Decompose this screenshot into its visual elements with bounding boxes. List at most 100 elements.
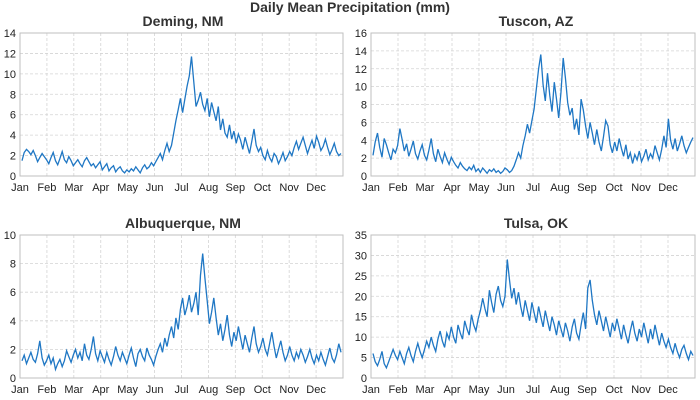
y-tick-label: 2 [361, 153, 367, 165]
month-label-oct: Oct [254, 384, 271, 396]
month-label-dec: Dec [306, 182, 326, 194]
y-tick-label: 12 [4, 48, 16, 60]
y-tick-label: 12 [355, 64, 367, 76]
y-tick-label: 2 [10, 151, 16, 163]
plot-area-tuscon [370, 32, 696, 177]
y-tick-label: 30 [355, 250, 367, 262]
precip-line-tuscon [372, 54, 694, 175]
month-label-jul: Jul [174, 182, 188, 194]
month-label-feb: Feb [389, 182, 408, 194]
y-tick-label: 8 [10, 259, 16, 271]
y-tick-label: 5 [361, 353, 367, 365]
month-label-jul: Jul [526, 384, 540, 396]
month-label-nov: Nov [279, 384, 299, 396]
y-tick-label: 10 [355, 82, 367, 94]
month-label-jun: Jun [497, 182, 515, 194]
month-label-apr: Apr [92, 384, 109, 396]
plot-area-tulsa [370, 234, 696, 379]
y-tick-label: 14 [355, 46, 367, 58]
month-label-aug: Aug [199, 182, 219, 194]
x-tick-labels-albuquerque: Jan Feb Mar Apr May Jun Jul Aug Sep Oct Nov Dec [11, 384, 326, 396]
chart-tulsa: Tulsa, OK 0 5 10 15 20 25 30 35 Jan Feb Mar Apr May… [355, 215, 696, 396]
y-tick-label: 8 [361, 100, 367, 112]
chart-title-tuscon: Tuscon, AZ [499, 13, 574, 29]
month-label-oct: Oct [254, 182, 271, 194]
y-tick-label: 4 [10, 130, 16, 142]
precip-line-tulsa [372, 259, 694, 370]
month-label-jan: Jan [11, 384, 29, 396]
month-label-oct: Oct [605, 182, 622, 194]
y-tick-label: 0 [10, 171, 16, 183]
month-label-jan: Jan [362, 384, 380, 396]
month-label-nov: Nov [631, 384, 651, 396]
chart-title-deming: Deming, NM [143, 13, 224, 29]
y-tick-label: 16 [355, 28, 367, 40]
plot-area-deming [19, 32, 344, 177]
month-label-may: May [469, 182, 490, 194]
month-label-nov: Nov [631, 182, 651, 194]
month-label-jun: Jun [146, 182, 164, 194]
y-tick-label: 0 [361, 171, 367, 183]
y-tick-labels-albuquerque: 0 2 4 6 8 10 [4, 230, 16, 385]
y-tick-label: 25 [355, 271, 367, 283]
month-label-may: May [117, 182, 138, 194]
month-label-apr: Apr [92, 182, 109, 194]
y-tick-label: 6 [361, 117, 367, 129]
month-label-aug: Aug [550, 384, 570, 396]
month-label-sep: Sep [226, 384, 246, 396]
gridlines-deming [20, 33, 343, 176]
x-tick-labels-tuscon: Jan Feb Mar Apr May Jun Jul Aug Sep Oct Nov Dec [362, 182, 678, 194]
month-label-nov: Nov [279, 182, 299, 194]
month-label-mar: Mar [64, 384, 83, 396]
month-label-jul: Jul [526, 182, 540, 194]
month-label-dec: Dec [658, 384, 678, 396]
month-label-may: May [117, 384, 138, 396]
y-tick-label: 10 [4, 230, 16, 242]
month-label-jul: Jul [174, 384, 188, 396]
y-tick-label: 15 [355, 312, 367, 324]
month-label-feb: Feb [37, 384, 56, 396]
x-tick-labels-tulsa: Jan Feb Mar Apr May Jun Jul Aug Sep Oct Nov Dec [362, 384, 678, 396]
y-tick-label: 10 [355, 332, 367, 344]
y-tick-label: 10 [4, 69, 16, 81]
month-label-aug: Aug [199, 384, 219, 396]
y-tick-label: 35 [355, 230, 367, 242]
month-label-aug: Aug [550, 182, 570, 194]
month-label-dec: Dec [658, 182, 678, 194]
month-label-jun: Jun [146, 384, 164, 396]
y-tick-label: 4 [361, 135, 367, 147]
month-label-feb: Feb [389, 384, 408, 396]
month-label-apr: Apr [443, 384, 460, 396]
y-tick-label: 6 [10, 287, 16, 299]
chart-title-albuquerque: Albuquerque, NM [125, 215, 241, 231]
y-tick-label: 14 [4, 28, 16, 40]
y-tick-labels-deming: 0 2 4 6 8 10 12 14 [4, 28, 16, 183]
gridlines-tuscon [371, 33, 695, 176]
month-label-mar: Mar [416, 384, 435, 396]
month-label-jun: Jun [497, 384, 515, 396]
month-label-sep: Sep [226, 182, 246, 194]
plot-area-albuquerque [19, 234, 344, 379]
y-tick-label: 0 [361, 373, 367, 385]
month-label-jan: Jan [11, 182, 29, 194]
month-label-may: May [469, 384, 490, 396]
month-label-sep: Sep [577, 182, 597, 194]
chart-title-tulsa: Tulsa, OK [504, 215, 568, 231]
month-label-feb: Feb [37, 182, 56, 194]
month-label-oct: Oct [605, 384, 622, 396]
chart-deming: Deming, NM 0 2 4 6 8 10 12 14 Jan Feb Mar Apr May Ju… [4, 13, 344, 194]
month-label-dec: Dec [306, 384, 326, 396]
y-tick-label: 20 [355, 291, 367, 303]
y-tick-labels-tuscon: 0 2 4 6 8 10 12 14 16 [355, 28, 367, 183]
y-tick-labels-tulsa: 0 5 10 15 20 25 30 35 [355, 230, 367, 385]
y-tick-label: 6 [10, 110, 16, 122]
chart-tuscon: Tuscon, AZ 0 2 4 6 8 10 12 14 16 Jan Feb Mar Apr May… [355, 13, 696, 194]
precip-line-deming [21, 56, 342, 175]
month-label-sep: Sep [577, 384, 597, 396]
y-tick-label: 4 [10, 316, 16, 328]
month-label-mar: Mar [64, 182, 83, 194]
y-tick-label: 0 [10, 373, 16, 385]
precip-line-albuquerque [21, 253, 342, 372]
